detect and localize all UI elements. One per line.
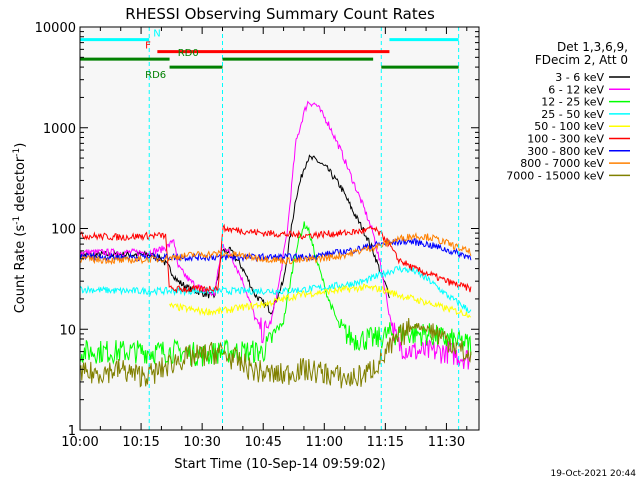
- x-tick-label-4: 11:00: [306, 435, 343, 450]
- y-axis-label-exponent-2: -1: [12, 148, 22, 157]
- legend-label-3: 25 - 50 keV: [541, 108, 604, 121]
- flag-label-n: N: [153, 29, 160, 40]
- legend-header-line-2: FDecim 2, Att 0: [535, 53, 628, 67]
- flag-label-rd6: RD6: [145, 70, 166, 81]
- series-line-1: [79, 100, 472, 370]
- legend: Det 1,3,6,9, FDecim 2, Att 0 3 - 6 keV6 …: [506, 40, 630, 182]
- legend-label-1: 6 - 12 keV: [548, 83, 604, 96]
- y-tick-label-1: 10: [59, 323, 76, 338]
- x-tick-label-3: 10:45: [244, 435, 281, 450]
- series-line-6: [79, 237, 472, 263]
- series-line-3: [79, 264, 472, 314]
- y-tick-label-4: 10000: [35, 21, 76, 36]
- y-tick-label-0: 1: [68, 424, 76, 439]
- series-line-8: [79, 317, 472, 389]
- legend-label-8: 7000 - 15000 keV: [506, 169, 604, 182]
- x-tick-label-0: 10:00: [61, 435, 98, 450]
- y-axis-label-end: ): [13, 143, 28, 148]
- flag-label-f: F: [145, 41, 151, 52]
- x-tick-label-2: 10:30: [183, 435, 220, 450]
- render-timestamp: 19-Oct-2021 20:44: [551, 469, 637, 479]
- legend-label-0: 3 - 6 keV: [555, 71, 604, 84]
- legend-label-5: 100 - 300 keV: [527, 133, 604, 146]
- y-tick-label-2: 100: [51, 223, 76, 238]
- y-tick-label-3: 1000: [43, 122, 76, 137]
- series-line-5: [79, 223, 472, 294]
- chart-title: RHESSI Observing Summary Count Rates: [125, 5, 435, 23]
- x-tick-label-6: 11:30: [428, 435, 465, 450]
- y-axis-label-detector: detector: [13, 156, 28, 216]
- y-axis-label-exponent-1: -1: [12, 216, 22, 225]
- legend-label-2: 12 - 25 keV: [541, 96, 604, 109]
- y-axis-label: Count Rate (s-1 detector-1): [12, 143, 28, 314]
- x-tick-label-1: 10:15: [122, 435, 159, 450]
- legend-label-7: 800 - 7000 keV: [520, 157, 604, 170]
- series-line-7: [79, 231, 472, 266]
- y-axis-label-main: Count Rate (s: [13, 225, 28, 314]
- legend-header-line-1: Det 1,3,6,9,: [557, 40, 628, 54]
- legend-label-6: 300 - 800 keV: [527, 145, 604, 158]
- series-line-4: [169, 283, 472, 319]
- legend-label-4: 50 - 100 keV: [534, 120, 604, 133]
- x-tick-label-5: 11:15: [367, 435, 404, 450]
- flag-label-rd0: RD0: [178, 48, 199, 59]
- x-axis-label: Start Time (10-Sep-14 09:59:02): [174, 457, 385, 472]
